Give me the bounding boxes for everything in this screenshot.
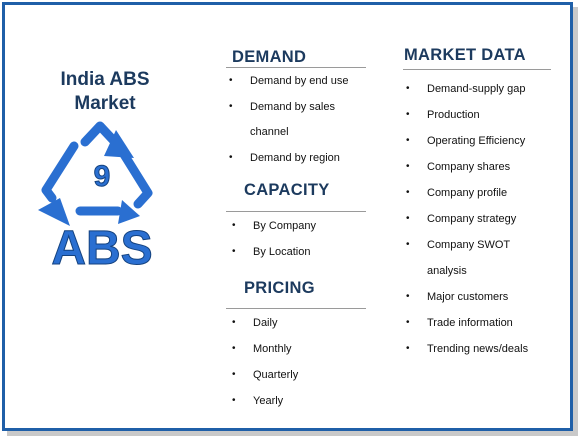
demand-item: Demand by sales (226, 94, 348, 120)
market-data-item: Company SWOT (403, 232, 528, 258)
market-data-item: Company strategy (403, 206, 528, 232)
pricing-item: Yearly (229, 388, 298, 414)
demand-list: Demand by end use Demand by sales channe… (226, 68, 348, 171)
market-data-item: Demand-supply gap (403, 76, 528, 102)
market-data-item: Major customers (403, 284, 528, 310)
market-data-item-continued: analysis (427, 265, 467, 277)
market-data-item: Production (403, 102, 528, 128)
market-data-item: Operating Efficiency (403, 128, 528, 154)
pricing-heading: PRICING (244, 279, 315, 297)
page-title: India ABS Market (40, 68, 170, 116)
title-line-2: Market (74, 93, 136, 114)
market-data-item: Trending news/deals (403, 336, 528, 362)
capacity-heading: CAPACITY (244, 181, 330, 199)
market-data-list: Demand-supply gap Production Operating E… (403, 76, 528, 362)
pricing-item: Quarterly (229, 362, 298, 388)
pricing-divider (226, 308, 366, 309)
pricing-list: Daily Monthly Quarterly Yearly (229, 310, 298, 414)
demand-item: Demand by region (226, 145, 348, 171)
logo-number: 9 (94, 160, 111, 193)
abs-recycling-logo: 9 ABS (30, 118, 175, 276)
market-data-divider (403, 69, 551, 70)
capacity-list: By Company By Location (229, 213, 316, 265)
title-line-1: India ABS (60, 69, 150, 90)
capacity-item: By Location (229, 239, 316, 265)
market-data-item: Company shares (403, 154, 528, 180)
logo-text: ABS (51, 222, 152, 268)
recycling-triangle-icon: 9 ABS (38, 121, 153, 276)
market-data-heading: MARKET DATA (404, 46, 526, 64)
market-data-item: Company profile (403, 180, 528, 206)
market-data-item: Trade information (403, 310, 528, 336)
demand-item-continued: channel (250, 126, 289, 138)
capacity-divider (226, 211, 366, 212)
capacity-item: By Company (229, 213, 316, 239)
pricing-item: Daily (229, 310, 298, 336)
pricing-item: Monthly (229, 336, 298, 362)
demand-heading: DEMAND (232, 48, 307, 66)
demand-item: Demand by end use (226, 68, 348, 94)
